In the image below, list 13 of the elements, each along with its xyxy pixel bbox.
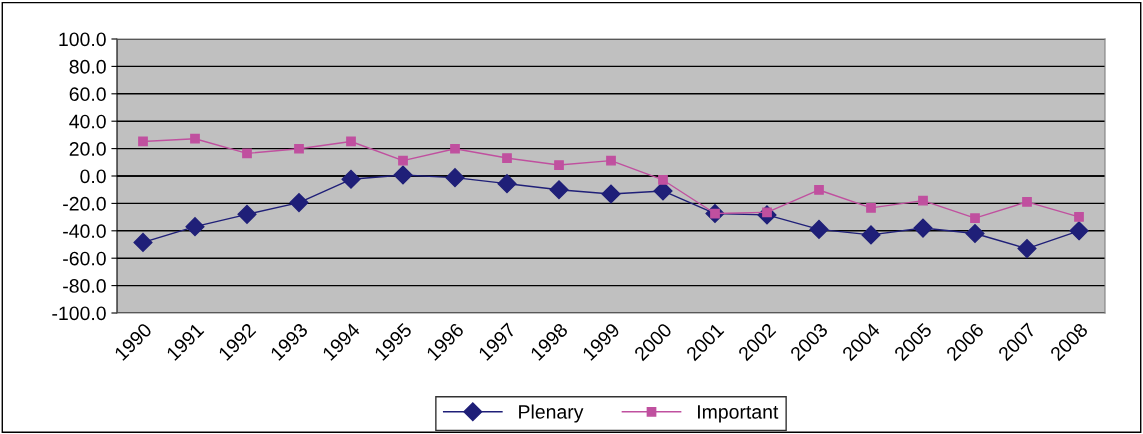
y-tick-label: -20.0 [63,196,106,211]
y-tick-label: 40.0 [69,114,106,129]
y-tick-label: 100.0 [59,32,106,47]
y-tick-label: -40.0 [63,224,106,239]
y-tick-label: 0.0 [80,169,106,184]
legend-label: Important [698,405,779,423]
y-tick-label: -100.0 [52,306,106,321]
y-tick-label: -80.0 [63,279,106,293]
legend-label: Plenary [519,404,584,423]
y-tick-label: 60.0 [69,87,106,102]
y-tick-label: -60.0 [63,251,106,266]
y-tick-label: 20.0 [69,142,106,156]
y-tick-label: 80.0 [69,59,106,74]
